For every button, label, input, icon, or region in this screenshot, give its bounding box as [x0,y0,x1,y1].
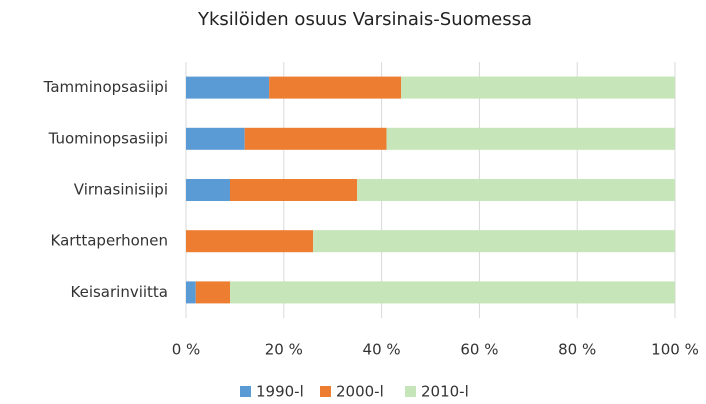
bar-segment [230,179,358,201]
y-tick-label: Virnasinisiipi [74,181,168,199]
x-tick-label: 80 % [558,341,596,359]
bar-segment [386,127,675,150]
legend-label: 1990-l [256,383,304,401]
bar-segment [230,281,675,304]
legend-swatch [320,386,331,397]
bar-segment [186,281,196,304]
bar-segment [269,76,402,99]
bar-segment [186,230,314,253]
x-tick-label: 20 % [265,341,303,359]
y-tick-label: Keisarinviitta [71,283,169,301]
bar-segment [313,230,675,253]
bar-segment [186,127,245,150]
bar-segment [357,179,675,201]
chart-title: Yksilöiden osuus Varsinais-Suomessa [197,9,532,30]
legend-label: 2010-l [421,383,469,401]
x-tick-label: 100 % [651,341,699,359]
bar-segment [244,127,387,150]
x-tick-label: 60 % [460,341,498,359]
legend-label: 2000-l [336,383,384,401]
y-tick-label: Tamminopsasiipi [43,78,168,96]
legend-swatch [240,386,251,397]
bar-segment [186,179,231,201]
y-tick-label: Tuominopsasiipi [48,129,168,147]
x-tick-label: 0 % [172,341,201,359]
bar-segment [195,281,231,304]
x-tick-label: 40 % [363,341,401,359]
legend-swatch [405,386,416,397]
y-tick-label: Karttaperhonen [51,232,168,250]
bar-segment [186,76,270,99]
bar-segment [401,76,675,99]
